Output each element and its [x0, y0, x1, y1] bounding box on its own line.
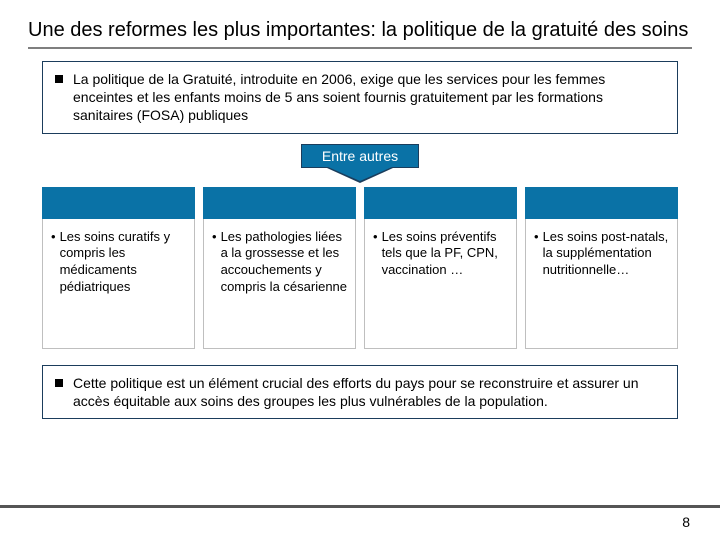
label-bar-text: Entre autres [301, 144, 419, 168]
square-bullet-icon [55, 379, 63, 387]
column-header [42, 187, 195, 219]
column-text: Les soins préventifs tels que la PF, CPN… [382, 229, 508, 280]
column-text: Les soins post-natals, la supplémentatio… [543, 229, 669, 280]
title-block: Une des reformes les plus importantes: l… [28, 18, 692, 49]
columns: • Les soins curatifs y compris les médic… [42, 187, 678, 349]
column-1: • Les soins curatifs y compris les médic… [42, 187, 195, 349]
column-body: • Les soins curatifs y compris les médic… [42, 219, 195, 349]
column-3: • Les soins préventifs tels que la PF, C… [364, 187, 517, 349]
arrow-label: Entre autres [28, 144, 692, 183]
page-number: 8 [682, 514, 690, 530]
conclusion-text: Cette politique est un élément crucial d… [73, 374, 665, 410]
intro-box: La politique de la Gratuité, introduite … [42, 61, 678, 134]
dot-bullet-icon: • [51, 229, 56, 297]
square-bullet-icon [55, 75, 63, 83]
arrow-down-icon [327, 168, 393, 183]
slide: Une des reformes les plus importantes: l… [0, 0, 720, 540]
column-body: • Les soins post-natals, la supplémentat… [525, 219, 678, 349]
column-2: • Les pathologies liées a la grossesse e… [203, 187, 356, 349]
column-header [203, 187, 356, 219]
dot-bullet-icon: • [534, 229, 539, 280]
conclusion-box: Cette politique est un élément crucial d… [42, 365, 678, 419]
column-text: Les pathologies liées a la grossesse et … [221, 229, 347, 297]
column-body: • Les soins préventifs tels que la PF, C… [364, 219, 517, 349]
column-text: Les soins curatifs y compris les médicam… [60, 229, 186, 297]
column-header [364, 187, 517, 219]
conclusion-bullet: Cette politique est un élément crucial d… [55, 374, 665, 410]
footer-rule [0, 505, 720, 508]
intro-text: La politique de la Gratuité, introduite … [73, 70, 665, 125]
dot-bullet-icon: • [373, 229, 378, 280]
column-body: • Les pathologies liées a la grossesse e… [203, 219, 356, 349]
slide-title: Une des reformes les plus importantes: l… [28, 18, 692, 43]
title-rule [28, 47, 692, 49]
column-header [525, 187, 678, 219]
dot-bullet-icon: • [212, 229, 217, 297]
intro-bullet: La politique de la Gratuité, introduite … [55, 70, 665, 125]
column-4: • Les soins post-natals, la supplémentat… [525, 187, 678, 349]
